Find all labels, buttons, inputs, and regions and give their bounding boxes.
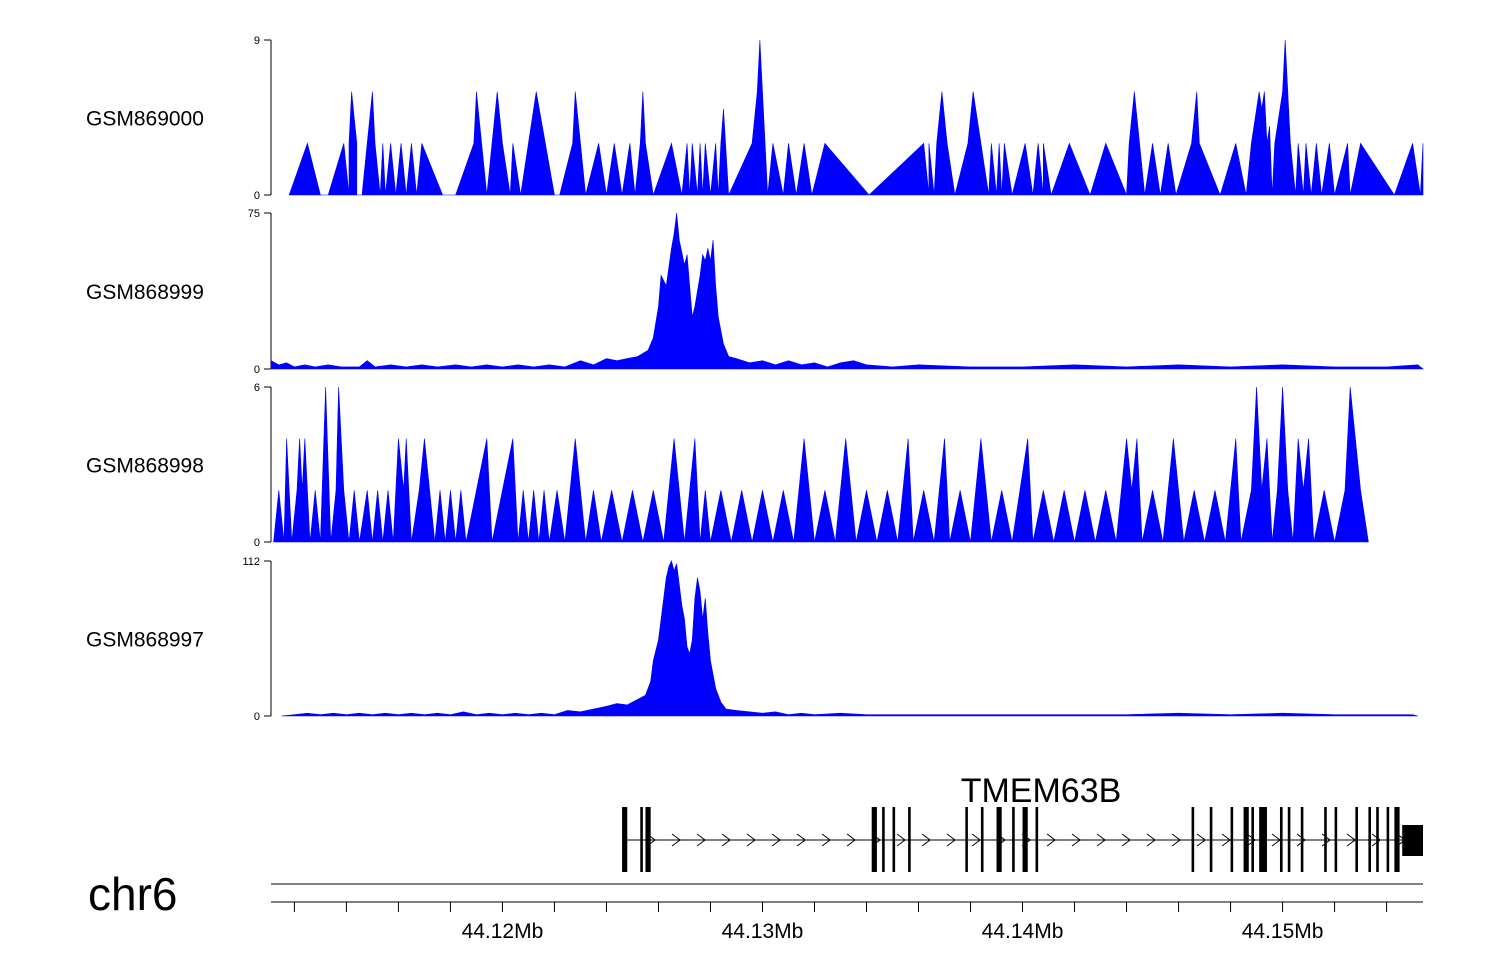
strand-arrow-icon [971, 833, 981, 847]
exon-block [1279, 807, 1283, 872]
exon-block [1324, 807, 1327, 872]
exon-block [640, 807, 643, 872]
genome-axis: chr6 44.12Mb 44.13Mb 44.14Mb 44.15Mb [88, 868, 1423, 943]
y-tick-label: 75 [248, 208, 260, 220]
exon-block [892, 807, 896, 872]
strand-arrow-icon [671, 833, 681, 847]
x-tick-label: 44.12Mb [462, 920, 544, 943]
exon-block [1334, 807, 1338, 872]
gene-name-label: TMEM63B [961, 772, 1122, 810]
exon-block [645, 807, 651, 872]
track-sample-label: GSM868997 [86, 629, 204, 652]
strand-arrow-icon [721, 833, 731, 847]
exon-block [1230, 807, 1234, 872]
exon-block [980, 807, 984, 872]
strand-arrow-icon [1346, 833, 1356, 847]
exon-block [1243, 807, 1249, 872]
exon-block [1300, 807, 1304, 872]
coverage-area [288, 39, 1424, 196]
track-sample-label: GSM868998 [86, 455, 204, 478]
coverage-area [270, 212, 1424, 370]
exon-block [1355, 807, 1358, 872]
strand-arrow-icon [771, 833, 781, 847]
x-tick-label: 44.13Mb [722, 920, 804, 943]
coverage-tracks: GSM86900009GSM868999075GSM86899806GSM868… [86, 35, 1424, 723]
strand-arrow-icon [1371, 833, 1381, 847]
y-tick-label: 0 [254, 364, 260, 376]
exon-block [622, 807, 628, 872]
exon-block [1259, 807, 1267, 872]
strand-arrow-icon [946, 833, 956, 847]
exon-block [1368, 807, 1371, 872]
exon-block [1376, 807, 1379, 872]
strand-arrow-icon [1246, 833, 1256, 847]
exon-block [1386, 807, 1390, 872]
strand-arrow-icon [1121, 833, 1131, 847]
track-sample-label: GSM868999 [86, 281, 204, 304]
strand-arrow-icon [1071, 833, 1081, 847]
exon-block [996, 807, 1002, 872]
strand-arrow-icon [896, 833, 906, 847]
strand-arrow-icon [796, 833, 806, 847]
exon-block [965, 807, 968, 872]
y-tick-label: 0 [254, 537, 260, 549]
exon-block [871, 807, 877, 872]
exon-block [908, 807, 911, 872]
strand-arrow-icon [921, 833, 931, 847]
coverage-track: GSM868998 0 6 [86, 382, 1369, 549]
strand-arrow-icon [1171, 833, 1181, 847]
strand-arrow-icon [1046, 833, 1056, 847]
gene-track: TMEM63B [622, 772, 1423, 872]
strand-arrow-icon [746, 833, 756, 847]
strand-arrow-icon [1296, 833, 1306, 847]
exon-block [1394, 807, 1400, 872]
x-tick-label: 44.14Mb [982, 920, 1064, 943]
coverage-track: GSM868999 0 75 [86, 208, 1424, 376]
exon-block [1209, 807, 1213, 872]
y-tick-label: 6 [254, 382, 260, 394]
strand-arrow-icon [1196, 833, 1206, 847]
exon-block [1012, 807, 1015, 872]
exon-block [1402, 825, 1423, 856]
y-tick-label: 112 [242, 556, 260, 568]
strand-arrow-icon [821, 833, 831, 847]
y-tick-label: 0 [254, 711, 260, 723]
coverage-track: GSM868997 0 112 [86, 556, 1418, 723]
track-sample-label: GSM869000 [86, 108, 204, 131]
exon-block [1251, 807, 1254, 872]
chromosome-label: chr6 [88, 868, 177, 920]
strand-arrow-icon [1146, 833, 1156, 847]
coverage-area [281, 560, 1418, 717]
y-tick-label: 0 [254, 190, 260, 202]
strand-arrow-icon [846, 833, 856, 847]
y-tick-label: 9 [254, 35, 260, 47]
exon-block [1022, 807, 1028, 872]
exon-block [1035, 807, 1039, 872]
strand-arrow-icon [696, 833, 706, 847]
coverage-track: GSM869000 0 9 [86, 35, 1424, 202]
strand-arrow-icon [1096, 833, 1106, 847]
exon-block [882, 807, 885, 872]
x-tick-label: 44.15Mb [1242, 920, 1324, 943]
strand-arrow-icon [1221, 833, 1231, 847]
coverage-area [273, 386, 1369, 543]
exon-block [1191, 807, 1195, 872]
exon-block [1287, 807, 1291, 872]
